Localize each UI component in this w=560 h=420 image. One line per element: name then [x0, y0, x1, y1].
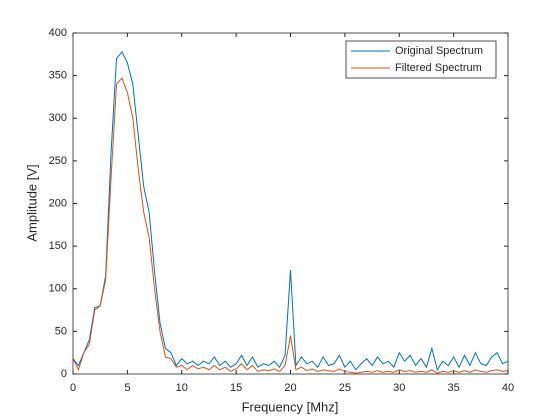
x-axis-label: Frequency [Mhz] [242, 399, 339, 414]
x-tick-label: 40 [502, 382, 514, 394]
x-tick-label: 0 [70, 382, 76, 394]
x-tick-label: 5 [124, 382, 130, 394]
y-tick-label: 250 [49, 155, 67, 167]
legend-label: Original Spectrum [395, 45, 483, 57]
legend-label: Filtered Spectrum [395, 62, 482, 74]
y-tick-label: 200 [49, 197, 67, 209]
x-tick-label: 25 [339, 382, 351, 394]
series-line [72, 77, 509, 374]
y-tick-label: 300 [49, 112, 67, 124]
axes-box [72, 32, 509, 375]
y-tick-label: 150 [49, 240, 67, 252]
series-line [72, 50, 509, 371]
y-tick-label: 100 [49, 283, 67, 295]
x-tick-label: 35 [448, 382, 460, 394]
y-tick-label: 400 [49, 27, 67, 39]
x-tick-label: 15 [230, 382, 242, 394]
y-tick-label: 350 [49, 70, 67, 82]
x-tick-label: 20 [284, 382, 296, 394]
x-tick-label: 10 [176, 382, 188, 394]
legend-box [345, 40, 497, 79]
y-axis-label: Amplitude [V] [24, 164, 39, 241]
plot-area [73, 33, 508, 374]
y-tick-label: 50 [55, 325, 67, 337]
x-tick-label: 30 [393, 382, 405, 394]
y-tick-label: 0 [61, 368, 67, 380]
